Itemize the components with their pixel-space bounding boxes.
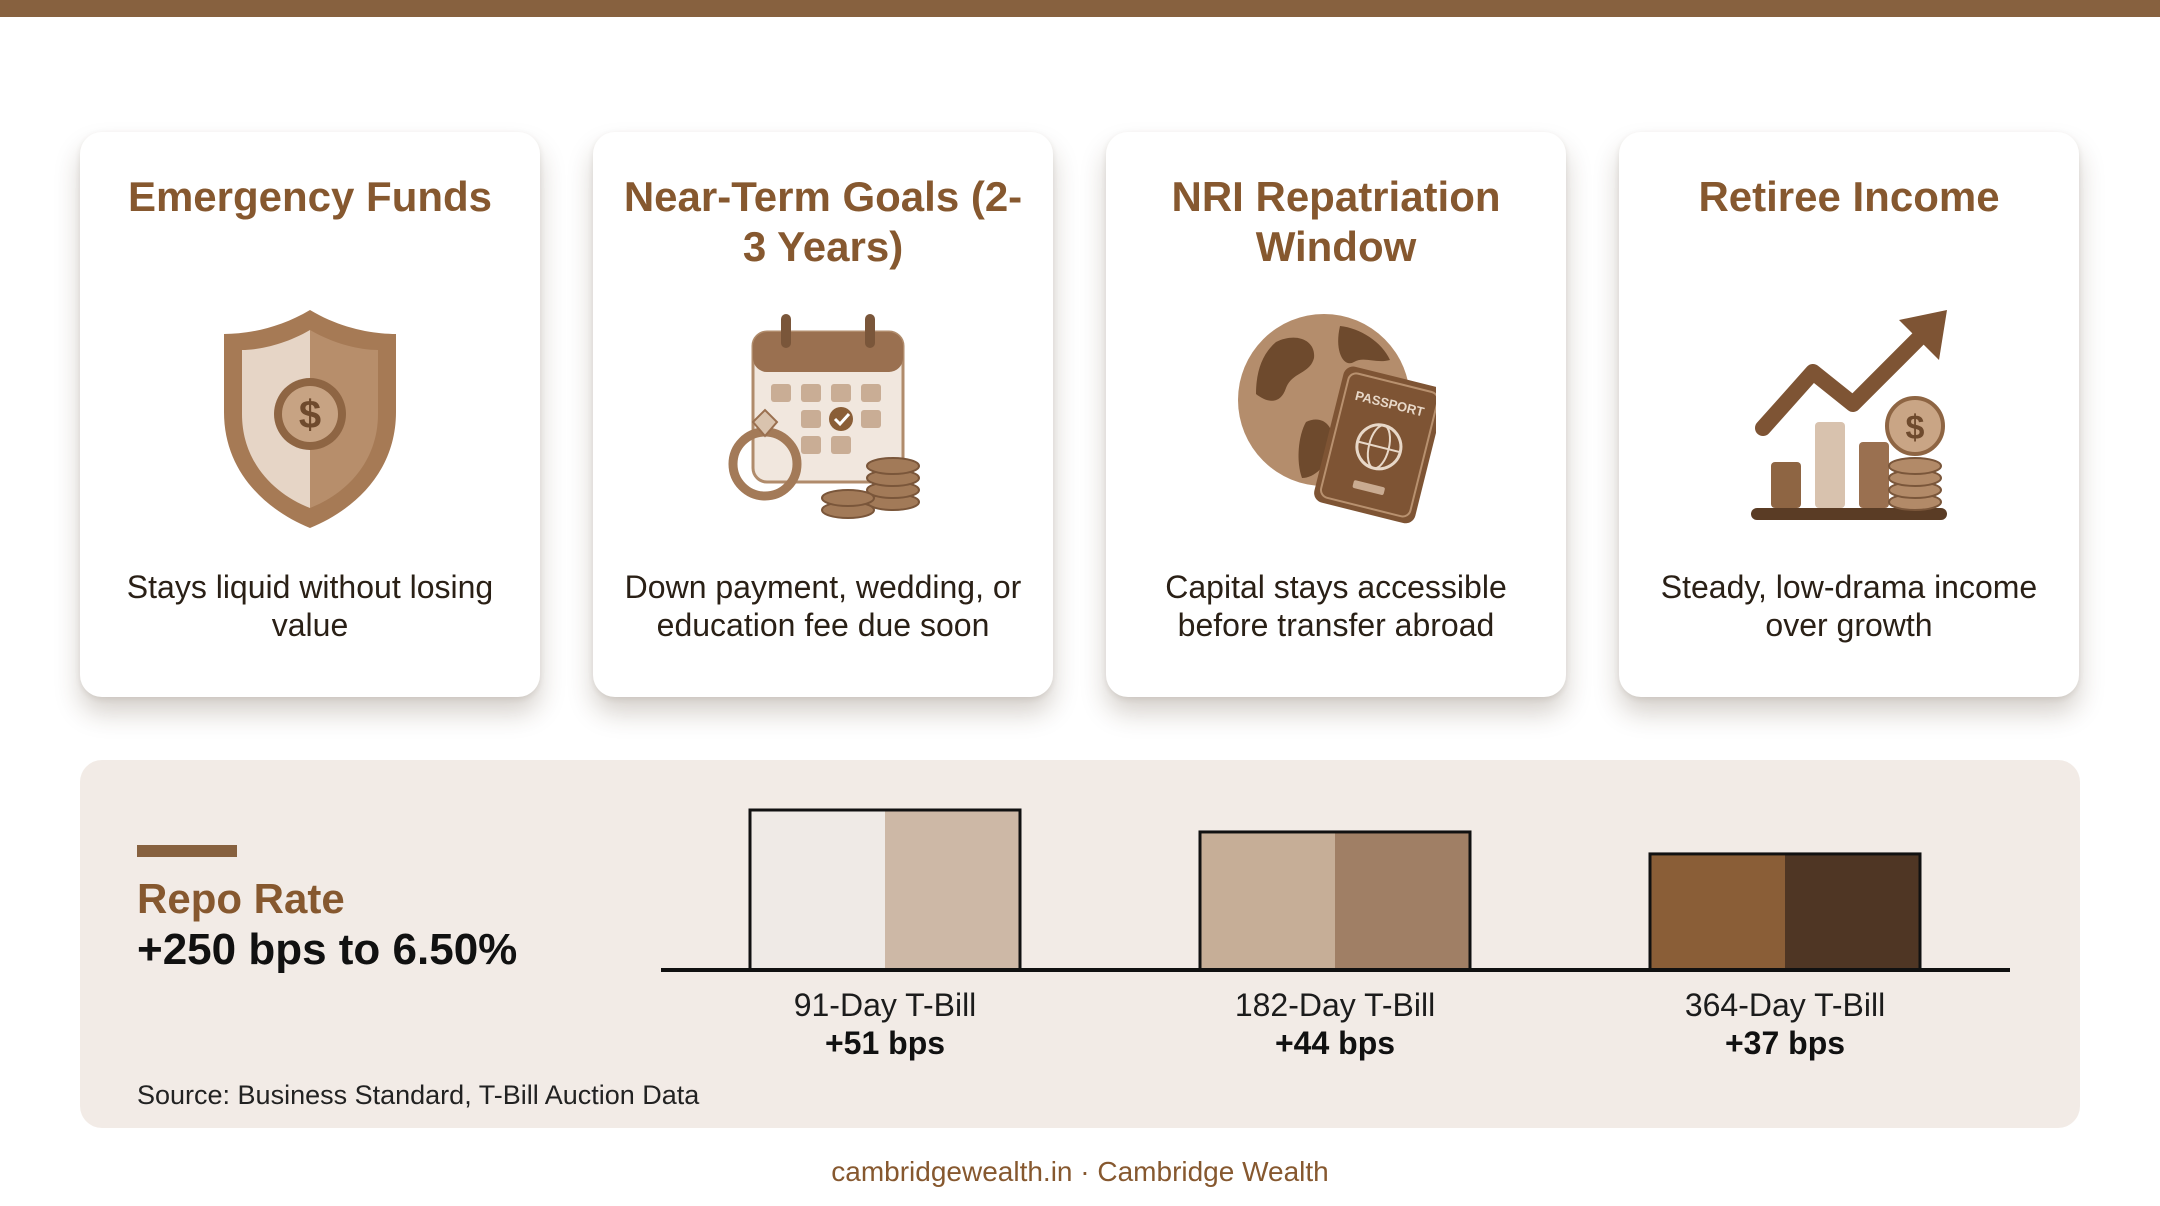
repo-rate-value: +250 bps to 6.50%	[137, 925, 518, 974]
value-label: +37 bps	[1725, 1025, 1845, 1061]
source-note: Source: Business Standard, T-Bill Auctio…	[137, 1080, 700, 1110]
footer-credit: cambridgewealth.in · Cambridge Wealth	[831, 1156, 1329, 1187]
card-emergency-funds: Emergency Funds $ Stays liquid without l…	[80, 132, 540, 697]
accent-line	[137, 845, 237, 857]
bar-right-half	[1335, 831, 1470, 970]
card-nri-repatriation: NRI Repatriation Window PASSPORT Capital…	[1106, 132, 1566, 697]
bar-91-day-t-bill	[748, 808, 1022, 972]
category-label: 182-Day T-Bill	[1235, 987, 1435, 1023]
card-description: Down payment, wedding, or education fee …	[624, 569, 1022, 643]
card-near-term-goals: Near-Term Goals (2-3 Years) Down payment…	[593, 132, 1053, 697]
calendar-ring-coins-icon	[728, 314, 920, 519]
bar-left-half	[1650, 853, 1785, 970]
card-description: Capital stays accessible before transfer…	[1165, 569, 1507, 643]
svg-text:$: $	[1906, 409, 1925, 447]
value-label: +51 bps	[825, 1025, 945, 1061]
card-description: Stays liquid without losing value	[126, 569, 494, 643]
top-accent-bar	[0, 0, 2160, 17]
repo-rate-label: Repo Rate	[137, 875, 345, 922]
card-title: NRI Repatriation Window	[1171, 173, 1501, 270]
card-title: Emergency Funds	[127, 173, 493, 220]
bar-182-day-t-bill	[1198, 830, 1472, 972]
bar-right-half	[885, 810, 1020, 970]
bar-left-half	[750, 810, 885, 970]
category-label: 364-Day T-Bill	[1685, 987, 1885, 1023]
card-title: Retiree Income	[1698, 173, 2000, 220]
bar-right-half	[1785, 853, 1920, 970]
card-title: Near-Term Goals (2-3 Years)	[623, 173, 1023, 270]
card-retiree-income: Retiree Income $ Steady, low-drama incom…	[1619, 132, 2079, 697]
bar-364-day-t-bill	[1648, 852, 1922, 972]
svg-text:$: $	[299, 393, 321, 437]
value-label: +44 bps	[1275, 1025, 1395, 1061]
shield-dollar-icon: $	[224, 310, 396, 528]
globe-passport-icon: PASSPORT	[1238, 314, 1436, 524]
category-label: 91-Day T-Bill	[794, 987, 977, 1023]
growth-chart-coins-icon: $	[1751, 310, 1947, 520]
card-description: Steady, low-drama income over growth	[1660, 569, 2038, 643]
bar-left-half	[1200, 831, 1335, 970]
